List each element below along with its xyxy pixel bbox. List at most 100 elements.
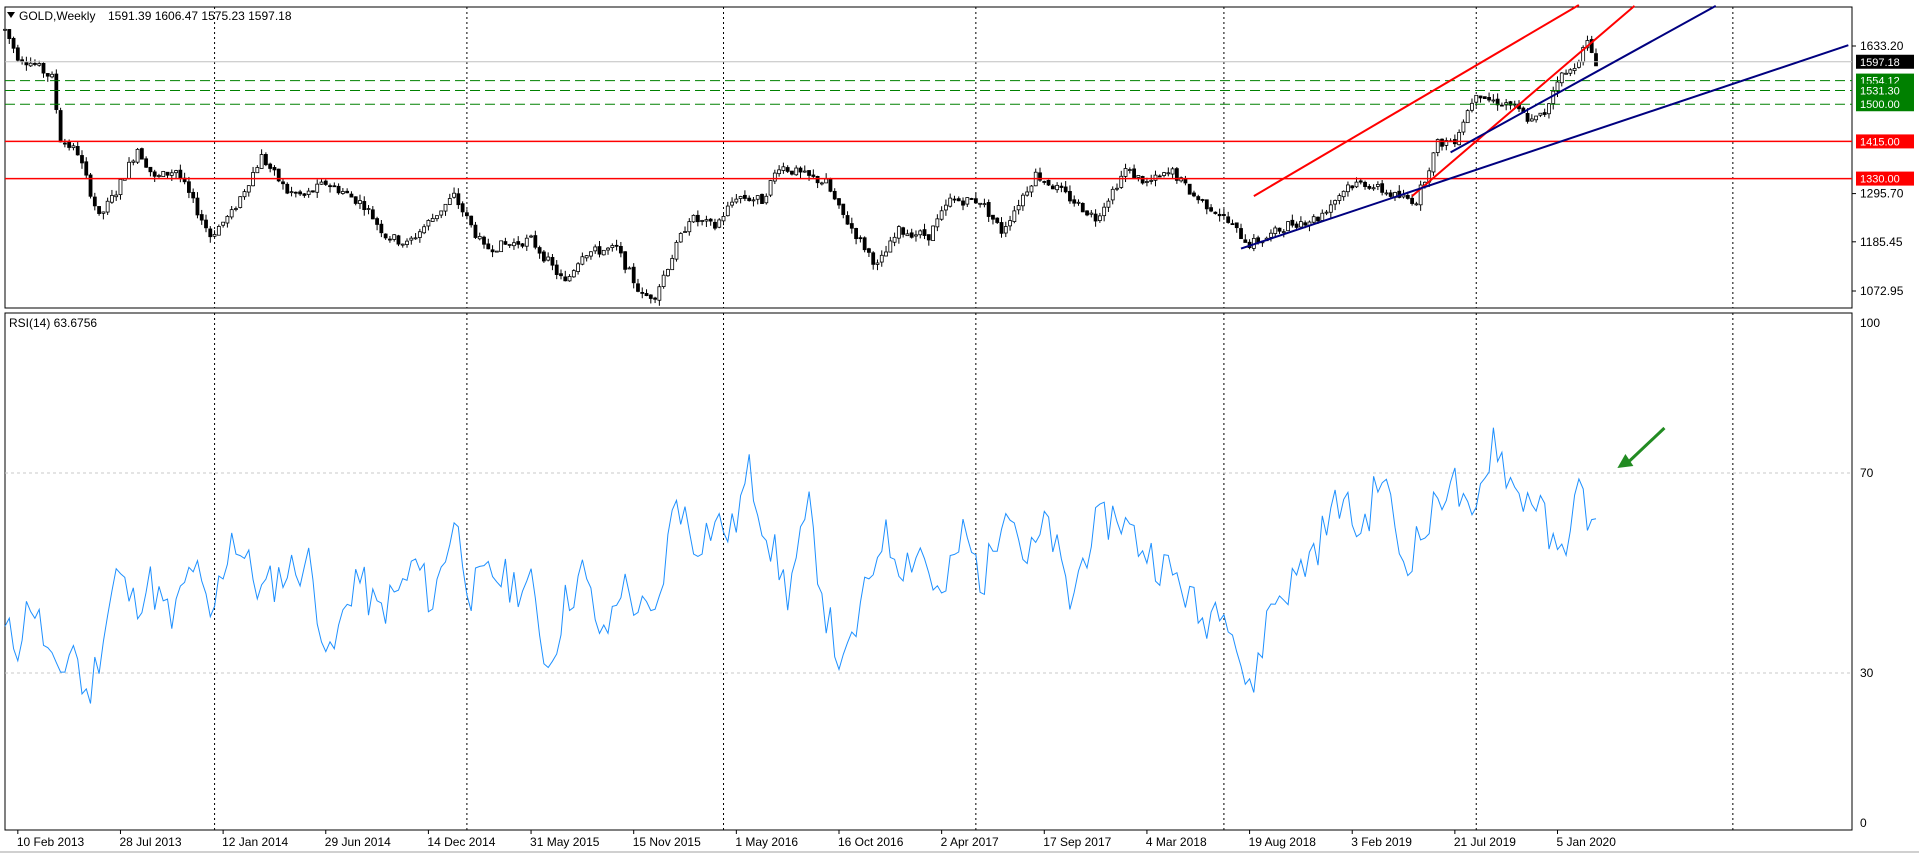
candle-body-347: [1487, 97, 1491, 101]
candle-body-371: [1589, 39, 1594, 53]
candle-body-52: [225, 216, 230, 224]
price-level-badge-3: [1856, 134, 1914, 149]
candle-body-29: [127, 161, 131, 179]
candle-body-321: [1375, 183, 1380, 187]
candle-body-302: [1294, 223, 1299, 228]
candle-body-160: [687, 221, 692, 233]
candle-body-194: [832, 190, 837, 200]
candle-body-23: [101, 211, 106, 214]
candle-body-234: [1003, 226, 1008, 234]
candle-body-232: [995, 217, 1000, 223]
candle-body-297: [1273, 227, 1278, 234]
candle-body-350: [1500, 104, 1504, 107]
candle-body-85: [366, 208, 371, 210]
candle-body-205: [879, 254, 884, 263]
candle-body-13: [58, 110, 63, 143]
candle-body-123: [529, 235, 533, 238]
candle-body-40: [174, 170, 178, 174]
date-axis-label-5: 31 May 2015: [530, 835, 600, 849]
date-axis-label-0: 10 Feb 2013: [17, 835, 85, 849]
trendline-red-1[interactable]: [1411, 5, 1636, 197]
price-level-label-3: 1415.00: [1860, 136, 1900, 148]
candle-body-362: [1551, 90, 1556, 104]
candle-body-200: [858, 237, 863, 240]
candle-body-348: [1491, 99, 1496, 102]
candle-body-103: [443, 203, 448, 212]
candle-body-148: [636, 283, 640, 292]
candle-body-180: [772, 172, 777, 182]
date-axis-label-6: 15 Nov 2015: [633, 835, 701, 849]
date-axis-label-12: 19 Aug 2018: [1249, 835, 1317, 849]
candle-body-107: [460, 203, 465, 213]
candle-body-53: [229, 209, 234, 218]
candle-body-235: [1008, 220, 1012, 227]
candle-body-231: [991, 214, 995, 220]
candle-body-264: [1132, 168, 1136, 179]
candle-body-319: [1367, 185, 1372, 189]
candle-body-25: [110, 195, 114, 203]
candle-body-309: [1324, 211, 1329, 214]
price-level-badge-1: [1856, 83, 1914, 98]
trendline-red-0[interactable]: [1253, 4, 1580, 197]
annotation-arrow-head-icon[interactable]: [1617, 454, 1634, 468]
candle-body-112: [482, 236, 486, 245]
candle-body-30: [131, 160, 136, 163]
trendline-navy-2[interactable]: [1450, 4, 1717, 154]
candle-body-217: [931, 225, 935, 242]
candle-body-254: [1089, 212, 1094, 215]
candle-body-203: [871, 252, 876, 265]
candle-body-336: [1440, 138, 1444, 147]
candle-body-177: [760, 193, 764, 204]
candle-body-140: [601, 249, 606, 256]
candle-body-224: [961, 200, 965, 206]
candle-body-288: [1234, 222, 1239, 229]
candle-body-20: [88, 174, 93, 197]
candle-body-267: [1145, 181, 1149, 183]
candle-body-78: [336, 185, 341, 194]
annotation-arrow-shaft[interactable]: [1626, 426, 1666, 465]
candle-body-39: [169, 172, 174, 176]
candle-body-117: [503, 241, 508, 245]
price-axis-label-0: 1633.20: [1860, 39, 1904, 53]
candle-body-212: [909, 232, 914, 238]
candle-body-54: [234, 208, 238, 210]
candle-body-258: [1106, 200, 1111, 208]
trendline-navy-3[interactable]: [1240, 44, 1849, 250]
candle-body-114: [490, 249, 495, 253]
candle-body-320: [1371, 187, 1376, 190]
candle-body-151: [648, 294, 653, 299]
candle-body-334: [1431, 152, 1436, 173]
candle-body-137: [589, 251, 593, 257]
candle-body-197: [845, 215, 850, 225]
candle-body-145: [623, 251, 628, 270]
candle-body-132: [567, 276, 572, 282]
candle-body-283: [1213, 211, 1218, 214]
dropdown-triangle-icon[interactable]: [7, 12, 15, 18]
candle-body-65: [281, 181, 285, 185]
candle-body-5: [24, 62, 29, 66]
candle-body-263: [1127, 169, 1132, 171]
candle-body-176: [755, 195, 760, 200]
candle-body-372: [1594, 53, 1598, 67]
candle-body-196: [841, 203, 846, 215]
rsi-layer: [4, 426, 1852, 704]
candle-body-199: [854, 228, 858, 240]
candle-body-248: [1063, 186, 1068, 193]
candle-body-64: [276, 168, 281, 182]
candle-body-207: [888, 240, 893, 253]
candle-body-202: [867, 248, 871, 253]
candle-body-33: [144, 158, 149, 168]
candle-body-61: [263, 154, 268, 166]
candle-body-358: [1534, 115, 1539, 121]
candle-body-170: [730, 201, 734, 206]
price-level-label-4: 1330.00: [1860, 174, 1900, 186]
candle-body-136: [584, 255, 589, 259]
candle-body-100: [430, 217, 435, 222]
candle-body-18: [80, 155, 84, 164]
candle-body-274: [1174, 168, 1179, 181]
candle-body-233: [999, 222, 1004, 234]
candle-body-106: [456, 193, 461, 206]
candle-body-99: [426, 220, 431, 227]
candle-body-88: [379, 223, 384, 234]
